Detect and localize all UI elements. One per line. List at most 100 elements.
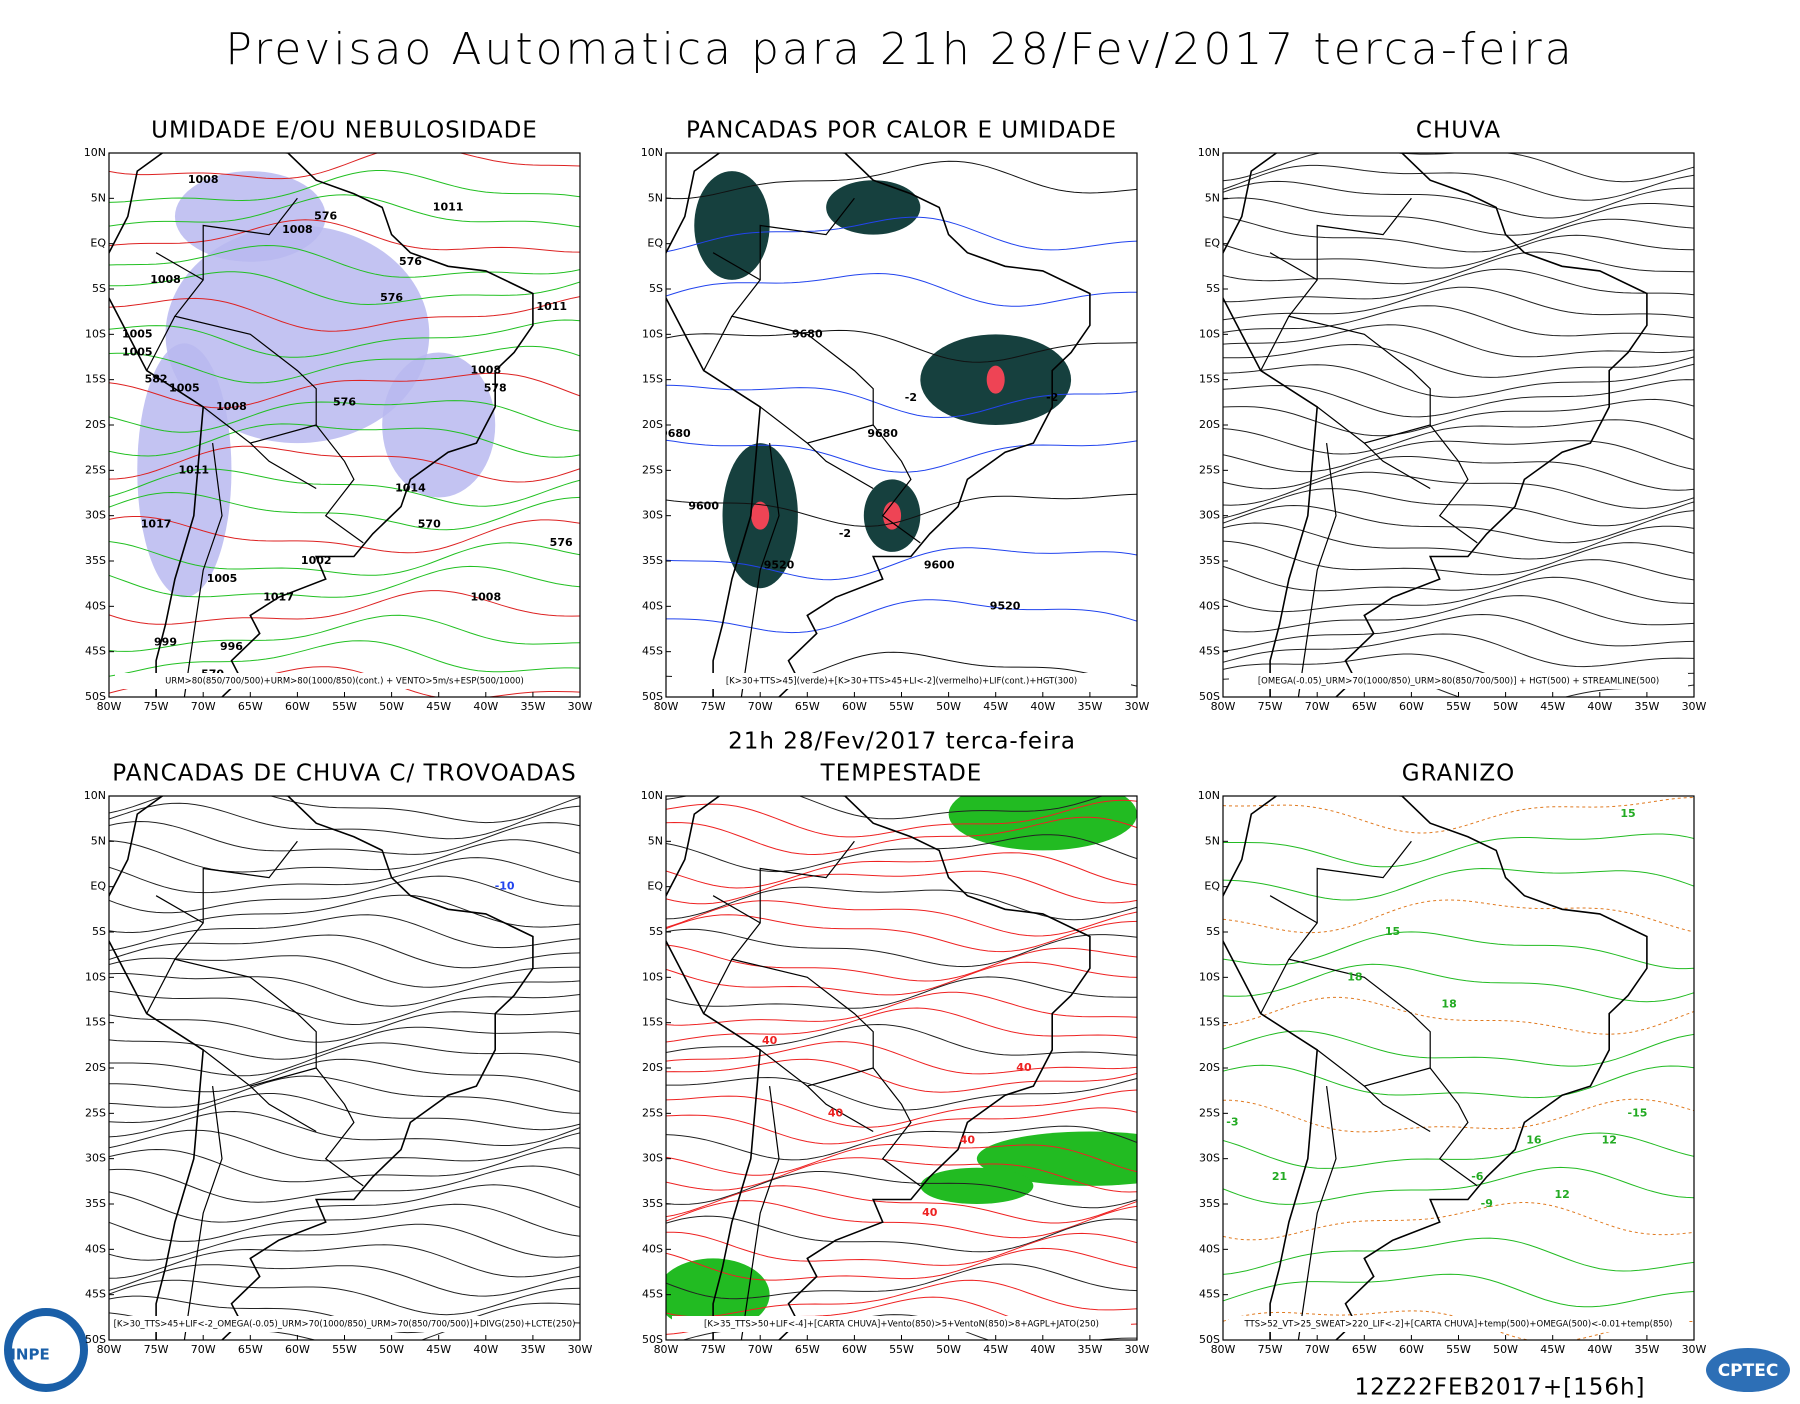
lon-label: 35W	[1634, 1343, 1659, 1356]
run-label: 12Z22FEB2017+[156h]	[1354, 1375, 1645, 1401]
lon-label: 60W	[842, 1343, 867, 1356]
lon-label: 50W	[379, 700, 404, 713]
contour-label: 9600	[688, 500, 719, 513]
lat-label: 5S	[649, 925, 663, 938]
panel-title: PANCADAS POR CALOR E UMIDADE	[686, 118, 1117, 144]
lat-label: 5S	[649, 282, 663, 295]
lat-label: 30S	[85, 1152, 106, 1165]
field-line	[109, 1075, 580, 1114]
field-line	[1223, 1166, 1694, 1205]
subtitle: 21h 28/Fev/2017 terca-feira	[728, 729, 1076, 755]
lat-label: 5S	[92, 282, 106, 295]
field-line	[1223, 540, 1694, 576]
lon-label: 80W	[1211, 700, 1236, 713]
lon-label: 35W	[1077, 1343, 1102, 1356]
lon-label: 30W	[1682, 1343, 1707, 1356]
country-border	[173, 840, 317, 1087]
country-border	[183, 1086, 223, 1340]
field-line	[1223, 419, 1694, 455]
country-border	[712, 895, 761, 924]
field-line	[109, 296, 580, 332]
map-background	[1223, 153, 1694, 697]
field-line	[109, 973, 580, 1007]
lon-label: 55W	[1446, 1343, 1471, 1356]
map-panel: -10 10N 5N EQ 5S 10S 15S 20S 25S 30S 35S 40S 45S 50S8…	[84, 761, 593, 1357]
panel-title: UMIDADE E/OU NEBULOSIDADE	[151, 118, 538, 144]
field-line	[1223, 504, 1694, 544]
lat-label: 25S	[1199, 463, 1220, 476]
field-line	[1223, 797, 1694, 834]
field-line	[109, 516, 580, 554]
lat-label: EQ	[1204, 880, 1220, 893]
lon-label: 40W	[1587, 700, 1612, 713]
lon-label: 60W	[842, 700, 867, 713]
field-line	[1223, 363, 1694, 398]
contour-label: 1008	[470, 364, 501, 377]
field-area	[920, 1167, 1034, 1205]
lat-label: 40S	[85, 1242, 106, 1255]
field-line	[109, 565, 580, 598]
field-line	[666, 834, 1137, 873]
field-line	[666, 1231, 1137, 1266]
lat-label: EQ	[647, 880, 663, 893]
contour-label: 9520	[764, 559, 795, 572]
field-area	[382, 352, 496, 498]
field-line	[109, 219, 580, 253]
country-border	[146, 958, 176, 1014]
field-line	[666, 1279, 1137, 1318]
inpe-text: INPE	[10, 1346, 49, 1364]
lat-label: 10S	[1199, 970, 1220, 983]
lat-label: 20S	[1199, 1061, 1220, 1074]
lat-label: 45S	[642, 1288, 663, 1301]
country-border	[146, 315, 176, 371]
lon-label: 50W	[1493, 1343, 1518, 1356]
lon-label: 45W	[1540, 1343, 1565, 1356]
coastline	[1223, 796, 1648, 1340]
lat-label: 10S	[1199, 327, 1220, 340]
field-line	[666, 796, 1104, 820]
lat-label: 5N	[1205, 191, 1220, 204]
field-line	[109, 1147, 580, 1183]
lon-label: 80W	[654, 700, 679, 713]
field-line	[109, 875, 580, 914]
field-line	[109, 1279, 580, 1316]
lon-label: 35W	[1634, 700, 1659, 713]
map-content: 9680 9680 9680 9600 9520 9600 9520 -2 -2 -2	[666, 153, 1137, 697]
contour-label: 15	[1385, 925, 1400, 938]
lon-label: 75W	[1258, 1343, 1283, 1356]
field-line	[666, 928, 1137, 968]
lat-label: 50S	[642, 690, 663, 703]
contour-label: 12	[1554, 1188, 1569, 1201]
field-line	[1223, 595, 1694, 633]
lat-label: 10S	[85, 970, 106, 983]
field-area	[165, 225, 430, 444]
contour-label: -10	[495, 880, 515, 893]
contour-label: 1017	[141, 518, 172, 531]
field-line	[666, 900, 1137, 937]
lat-label: 30S	[1199, 1152, 1220, 1165]
field-line	[666, 1058, 1137, 1093]
lat-label: 25S	[85, 463, 106, 476]
field-line	[1223, 324, 1694, 358]
field-line	[109, 372, 580, 409]
cptec-logo: CPTEC	[1706, 1348, 1790, 1392]
country-border	[1297, 443, 1337, 697]
lat-label: 10N	[1198, 789, 1220, 802]
field-line	[1223, 234, 1694, 269]
lat-label: 30S	[85, 509, 106, 522]
map-panel: 9680 9680 9680 9600 9520 9600 9520 -2 -2 -2 10N 5N E…	[641, 118, 1150, 714]
lon-label: 70W	[191, 700, 216, 713]
contour-label: 15	[1620, 807, 1635, 820]
field-line	[666, 384, 1137, 419]
field-line	[666, 1089, 1137, 1128]
field-line	[109, 468, 580, 507]
lat-label: 25S	[642, 463, 663, 476]
field-line	[109, 345, 580, 384]
country-border	[703, 315, 733, 371]
field-line	[1223, 471, 1694, 509]
contour-label: 40	[762, 1034, 778, 1047]
country-border	[806, 442, 874, 490]
inpe-logo: INPE	[4, 1308, 88, 1392]
lon-label: 70W	[1305, 700, 1330, 713]
